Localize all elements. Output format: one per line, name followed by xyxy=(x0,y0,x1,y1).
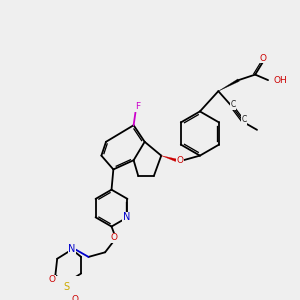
Text: C: C xyxy=(230,100,236,109)
Text: N: N xyxy=(68,244,76,254)
Polygon shape xyxy=(161,156,176,161)
Text: S: S xyxy=(63,282,70,292)
Text: OH: OH xyxy=(274,76,287,85)
Text: F: F xyxy=(135,102,140,111)
Text: O: O xyxy=(111,233,118,242)
Polygon shape xyxy=(218,79,239,91)
Text: C: C xyxy=(242,115,247,124)
Text: O: O xyxy=(48,275,55,284)
Text: O: O xyxy=(260,53,267,62)
Text: N: N xyxy=(123,212,130,222)
Text: O: O xyxy=(176,156,183,165)
Text: O: O xyxy=(71,295,78,300)
